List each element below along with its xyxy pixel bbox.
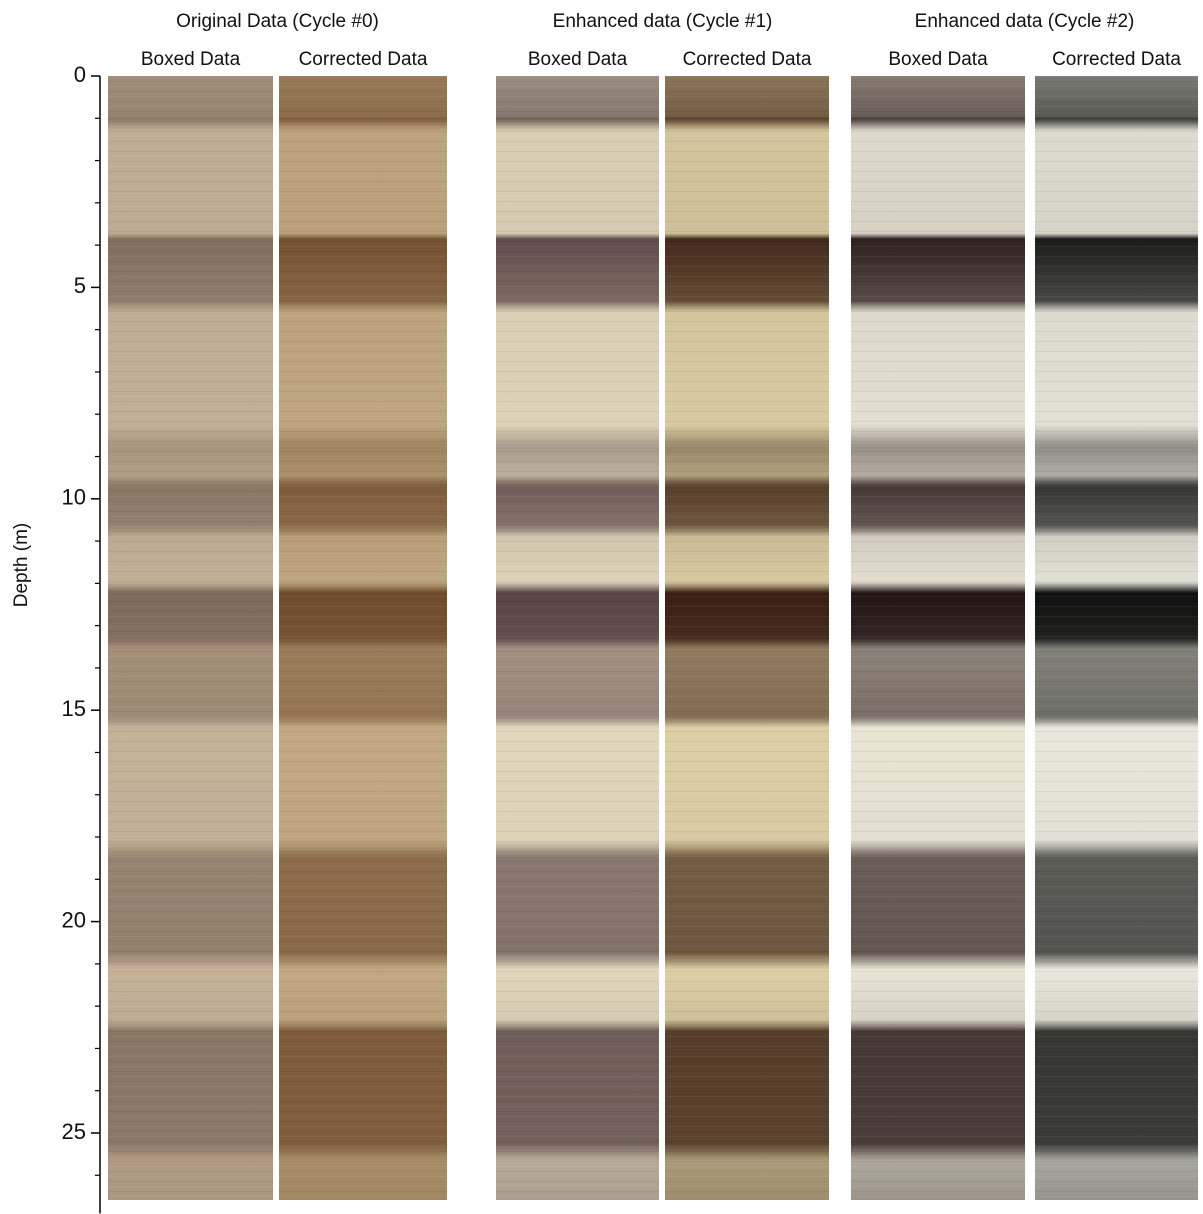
- core-strip: [665, 76, 829, 1200]
- panel-label: Boxed Data: [141, 49, 241, 70]
- panel-label: Corrected Data: [1052, 49, 1181, 70]
- y-tick-label: 25: [62, 1119, 86, 1144]
- panel-label: Corrected Data: [683, 49, 812, 70]
- group-title: Enhanced data (Cycle #2): [915, 11, 1135, 32]
- group-title: Original Data (Cycle #0): [176, 11, 379, 32]
- core-strip: [1035, 76, 1198, 1200]
- core-strip: [496, 76, 659, 1200]
- y-tick-label: 10: [62, 485, 86, 510]
- panel-label: Boxed Data: [528, 49, 628, 70]
- core-strip: [279, 76, 447, 1200]
- core-strip: [851, 76, 1025, 1200]
- core-strip: [108, 76, 273, 1200]
- y-tick-label: 20: [62, 907, 86, 932]
- y-tick-label: 5: [74, 273, 86, 298]
- panel-label: Corrected Data: [299, 49, 428, 70]
- group-title: Enhanced data (Cycle #1): [553, 11, 773, 32]
- y-tick-label: 15: [62, 696, 86, 721]
- y-axis-label: Depth (m): [11, 523, 32, 607]
- panel-label: Boxed Data: [888, 49, 988, 70]
- y-tick-label: 0: [74, 62, 86, 87]
